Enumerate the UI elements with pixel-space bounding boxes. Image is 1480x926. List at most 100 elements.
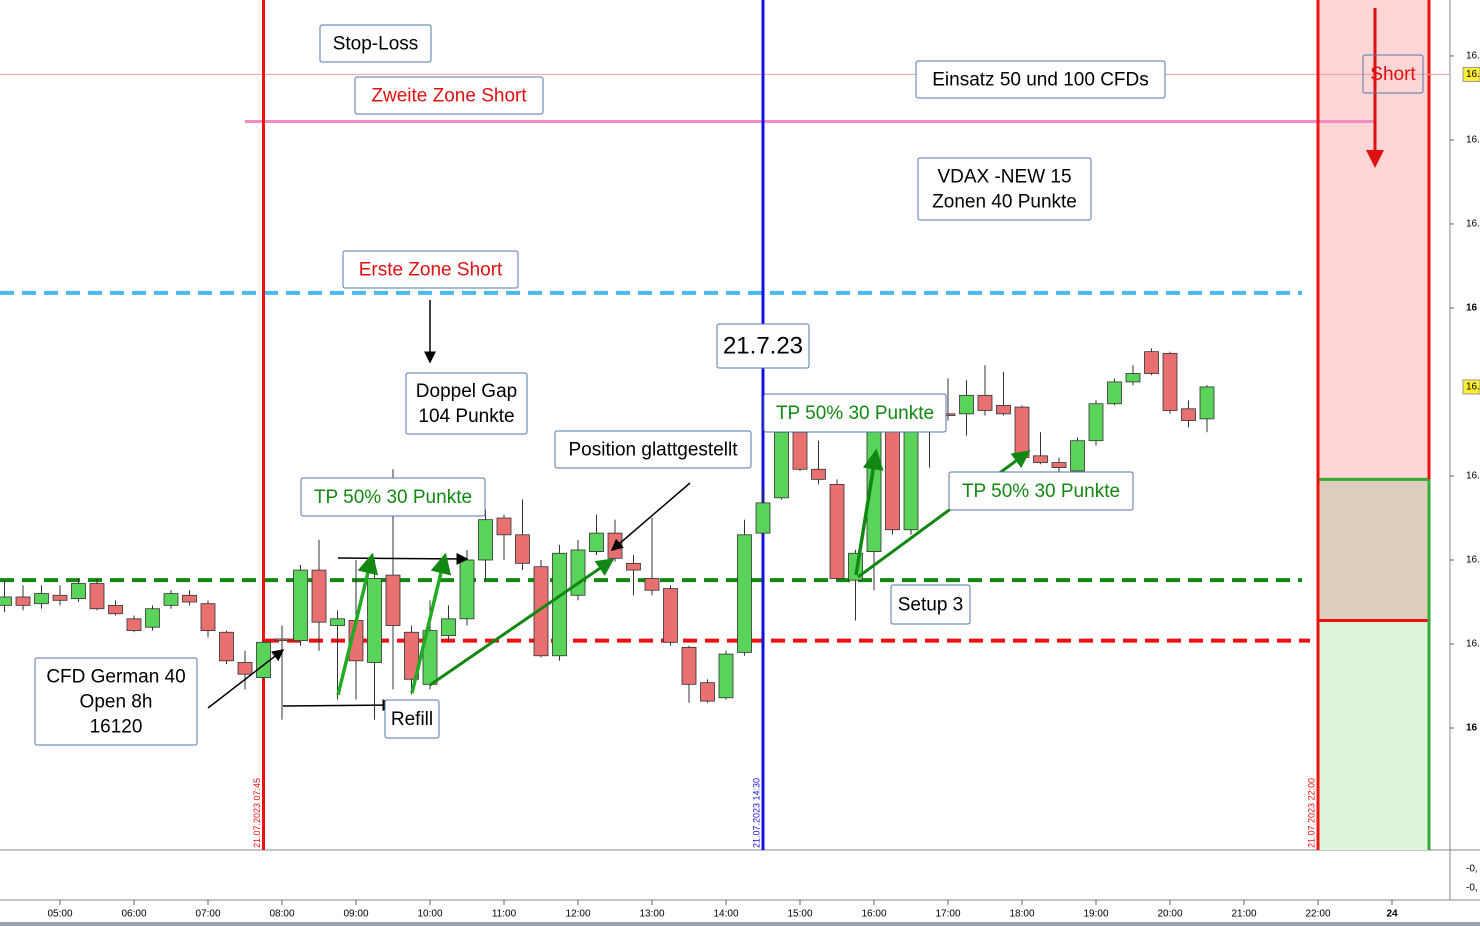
annotation: CFD German 40 Open 8h 16120 bbox=[34, 657, 198, 746]
candle-body bbox=[792, 431, 808, 470]
x-tick-label: 13:00 bbox=[639, 909, 664, 920]
candle-body bbox=[1070, 440, 1085, 472]
annotation-text: 16120 bbox=[90, 717, 143, 738]
x-tick-label: 18:00 bbox=[1009, 909, 1034, 920]
candle-body bbox=[700, 682, 715, 702]
candle-body bbox=[274, 638, 290, 642]
candle-body bbox=[108, 604, 123, 615]
x-tick-label: 09:00 bbox=[343, 909, 368, 920]
scrollbar bbox=[0, 922, 1480, 926]
arrow bbox=[854, 448, 884, 576]
candle-body bbox=[1107, 381, 1122, 405]
candle-body bbox=[441, 618, 456, 637]
annotation-text: TP 50% 30 Punkte bbox=[776, 403, 934, 424]
candle-body bbox=[52, 594, 68, 601]
x-tick-label: 12:00 bbox=[565, 909, 590, 920]
annotation-box bbox=[716, 323, 810, 369]
annotation-box bbox=[342, 250, 519, 289]
annotation: Refill bbox=[384, 699, 440, 739]
x-tick-label: 14:00 bbox=[713, 909, 738, 920]
candle-body bbox=[459, 559, 475, 620]
x-tick-label: 06:00 bbox=[121, 909, 146, 920]
y-tick-label: 16. bbox=[1466, 639, 1480, 650]
annotation-text: TP 50% 30 Punkte bbox=[314, 487, 472, 508]
annotation: Setup 3 bbox=[890, 584, 971, 625]
annotation-box bbox=[300, 477, 486, 517]
vertical-line-label: 21.07.2023 22:00 bbox=[1306, 778, 1316, 848]
annotation: TP 50% 30 Punkte bbox=[948, 471, 1134, 511]
x-tick-label: 15:00 bbox=[787, 909, 812, 920]
candle-body bbox=[478, 519, 493, 561]
annotation-text: Short bbox=[1370, 64, 1416, 85]
candle-body bbox=[219, 631, 234, 662]
candle-body bbox=[1144, 351, 1159, 374]
price-tag bbox=[1462, 379, 1480, 395]
candle-body bbox=[774, 431, 789, 499]
candle-body bbox=[1181, 408, 1196, 421]
annotation: Position glattgestellt bbox=[554, 430, 752, 469]
y-tick-label: 16. bbox=[1466, 135, 1480, 146]
candle-body bbox=[737, 534, 752, 653]
position-reward bbox=[1318, 620, 1429, 850]
annotation-text: 21.7.23 bbox=[723, 332, 803, 359]
annotation-box bbox=[1362, 54, 1424, 94]
annotation-text: Erste Zone Short bbox=[359, 260, 503, 281]
candle-body bbox=[977, 394, 993, 411]
candle-body bbox=[626, 562, 641, 571]
annotation-text: Zonen 40 Punkte bbox=[932, 192, 1077, 213]
candle-body bbox=[515, 534, 530, 564]
y-tick-label: 16. bbox=[1466, 555, 1480, 566]
annotation-text: VDAX -NEW 15 bbox=[937, 167, 1071, 188]
arrow bbox=[282, 699, 395, 712]
x-tick-label: 05:00 bbox=[47, 909, 72, 920]
annotation-text: Setup 3 bbox=[898, 595, 964, 616]
candle-body bbox=[755, 502, 771, 534]
vertical-line-label: 21.07.2023 07:45 bbox=[252, 778, 262, 848]
candle-body bbox=[1199, 386, 1215, 420]
candle-body bbox=[367, 578, 382, 663]
annotation: TP 50% 30 Punkte bbox=[300, 477, 486, 517]
candle-body bbox=[885, 430, 900, 531]
annotation: VDAX -NEW 15 Zonen 40 Punkte bbox=[917, 157, 1092, 221]
annotation-box bbox=[34, 657, 198, 746]
candle-body bbox=[1162, 352, 1178, 411]
candle-body bbox=[145, 608, 160, 628]
arrow bbox=[336, 552, 379, 696]
candle-body bbox=[496, 517, 512, 536]
candle-body bbox=[1014, 406, 1030, 458]
annotation-box bbox=[405, 372, 528, 435]
candle-body bbox=[607, 532, 623, 559]
annotation: Short bbox=[1362, 54, 1424, 94]
arrow bbox=[610, 482, 691, 551]
candle-body bbox=[644, 578, 660, 591]
candle-body bbox=[293, 569, 308, 642]
candle-body bbox=[330, 618, 345, 626]
annotation-text: Stop-Loss bbox=[333, 34, 419, 55]
annotation-box bbox=[948, 471, 1134, 511]
candle-body bbox=[15, 596, 31, 606]
candle-body bbox=[663, 588, 678, 643]
candle-body bbox=[552, 552, 567, 657]
candle-body bbox=[959, 394, 974, 415]
y-tick-label: 16. bbox=[1466, 219, 1480, 230]
arrow bbox=[337, 552, 469, 565]
candle-body bbox=[829, 483, 845, 579]
lower-pane-tick-label: -0, bbox=[1466, 883, 1478, 894]
annotation-text: TP 50% 30 Punkte bbox=[962, 481, 1120, 502]
lower-pane-tick-label: -0, bbox=[1466, 864, 1478, 875]
candle-body bbox=[718, 653, 734, 699]
vertical-line-label: 21.07.2023 14:30 bbox=[751, 778, 761, 848]
x-tick-label: 21:00 bbox=[1231, 909, 1256, 920]
annotation-box bbox=[319, 24, 432, 63]
position-zone bbox=[1318, 479, 1429, 621]
annotation-text: Einsatz 50 und 100 CFDs bbox=[932, 70, 1149, 91]
x-tick-label: 11:00 bbox=[492, 909, 517, 920]
candle-body bbox=[182, 594, 197, 603]
candle-body bbox=[1033, 455, 1048, 463]
x-tick-label: 22:00 bbox=[1305, 909, 1330, 920]
candle-body bbox=[126, 618, 142, 631]
candle-body bbox=[34, 593, 49, 605]
x-tick-label: 20:00 bbox=[1157, 909, 1182, 920]
annotation: Einsatz 50 und 100 CFDs bbox=[915, 60, 1166, 99]
candle-body bbox=[681, 646, 697, 685]
